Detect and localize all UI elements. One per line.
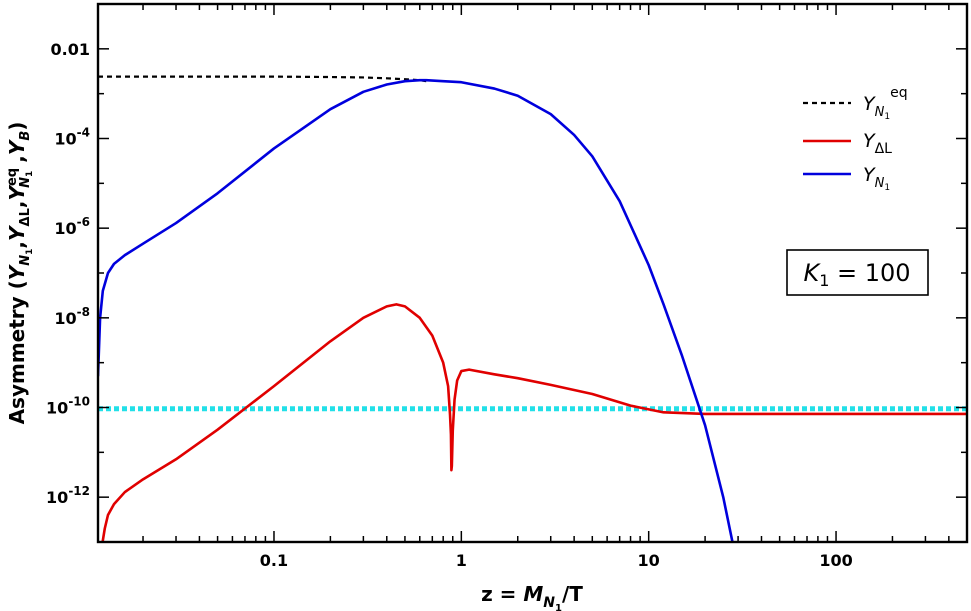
- legend: YN1eq YΔL YN1: [803, 85, 908, 193]
- y-axis-title-pre: Asymmetry (: [5, 280, 29, 424]
- x-axis-title-var: M: [523, 582, 543, 606]
- y-tick-label: 10-8: [54, 305, 90, 328]
- x-axis-title: z = MN1/T: [481, 582, 583, 611]
- x-tick-label: 100: [819, 551, 852, 570]
- legend-yn1-var: Y: [863, 164, 876, 186]
- legend-label-ydl: YΔL: [863, 130, 892, 157]
- legend-yn1eq-var: Y: [863, 93, 876, 115]
- y-axis-title-y4: Y: [5, 138, 29, 155]
- y-axis-title-y2: Y: [5, 224, 29, 241]
- x-tick-label: 10: [638, 551, 660, 570]
- series-line-1: [101, 303, 967, 542]
- legend-yn1-sub: N: [875, 176, 885, 191]
- y-axis-title-y3: Y: [5, 183, 29, 200]
- y-axis-title-y2-sub: ΔL: [18, 208, 33, 226]
- x-axis-title-sub: N: [543, 595, 555, 611]
- k1-annotation-box: [786, 249, 929, 296]
- tick-layer: 0.1 1 10 100 0.01 10-4 10-6 10-8 10-10 10-12: [46, 3, 968, 570]
- y-axis-title-comma-3: ,: [5, 155, 29, 163]
- legend-ydl-var: Y: [863, 130, 876, 152]
- x-axis-title-subsub: 1: [555, 603, 562, 611]
- y-tick-label: 10-10: [46, 395, 90, 418]
- k1-value: = 100: [829, 259, 910, 287]
- k1-annotation: K1 = 100: [786, 249, 929, 296]
- k1-sub: 1: [819, 271, 829, 290]
- y-axis-title: Asymmetry (YN1,YΔL,YeqN1,YB): [5, 122, 35, 425]
- y-axis-title-y3-sub: N: [18, 177, 33, 188]
- y-axis-title-y4-sub: B: [18, 131, 33, 141]
- y-tick-label: 10-6: [54, 215, 90, 238]
- k1-annotation-text: K1 = 100: [803, 259, 910, 290]
- y-tick-label: 10-4: [54, 126, 90, 149]
- y-axis-title-comma-1: ,: [5, 241, 29, 249]
- legend-label-yn1eq: YN1 eq: [863, 85, 908, 122]
- legend-yn1eq-sup: eq: [890, 85, 908, 101]
- y-axis-title-y1-subsub: 1: [25, 249, 35, 255]
- y-axis-title-post: ): [5, 122, 29, 131]
- legend-yn1eq-sub: N: [875, 105, 885, 120]
- legend-label-yn1: YN1: [863, 164, 890, 193]
- series-layer: [98, 75, 967, 542]
- y-axis-title-y3-subsub: 1: [25, 171, 35, 177]
- y-axis-title-comma-2: ,: [5, 200, 29, 208]
- x-tick-label: 0.1: [260, 551, 288, 570]
- y-axis-title-y3-sup: eq: [5, 168, 20, 186]
- x-tick-label: 1: [456, 551, 467, 570]
- series-line-2: [98, 78, 734, 542]
- legend-ydl-sub: ΔL: [875, 141, 893, 157]
- legend-yn1-subsub: 1: [884, 183, 890, 193]
- y-tick-label: 10-12: [46, 484, 90, 507]
- x-axis-title-pre: z =: [481, 582, 523, 606]
- legend-yn1eq-subsub: 1: [884, 112, 890, 122]
- y-axis-title-y1: Y: [5, 263, 29, 280]
- y-axis-title-y1-sub: N: [18, 255, 33, 266]
- k1-var: K: [803, 259, 821, 287]
- y-tick-label: 0.01: [51, 40, 90, 59]
- x-axis-title-post: /T: [562, 582, 583, 606]
